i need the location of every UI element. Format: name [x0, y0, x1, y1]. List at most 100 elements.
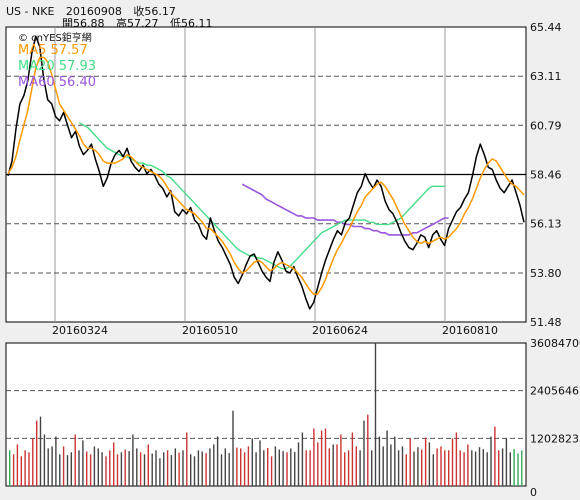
volume-bar: [336, 444, 338, 486]
volume-bar: [224, 448, 226, 486]
volume-bar: [97, 448, 99, 486]
volume-bar: [170, 455, 173, 486]
volume-bar: [390, 444, 392, 486]
volume-bar: [424, 437, 427, 486]
volume-bar: [521, 450, 523, 486]
volume-bar: [190, 454, 192, 486]
volume-bar: [432, 454, 434, 486]
volume-tick-label: 36084700: [530, 337, 580, 350]
volume-bar: [363, 420, 365, 486]
volume-bar: [62, 446, 65, 486]
volume-bar: [436, 448, 438, 486]
volume-bar: [355, 446, 357, 486]
y-tick-label: 56.13: [530, 218, 562, 231]
volume-bar: [513, 449, 515, 486]
y-tick-label: 63.11: [530, 70, 562, 83]
volume-bar: [186, 432, 188, 486]
volume-bar: [120, 452, 123, 486]
volume-bar: [124, 449, 126, 486]
volume-bar: [448, 450, 450, 486]
volume-bar: [324, 428, 327, 486]
close-price-label: 收56.17: [133, 5, 176, 18]
volume-bar: [113, 442, 115, 486]
symbol-label: US - NKE: [6, 5, 55, 18]
volume-bar: [328, 448, 330, 486]
volume-bar: [59, 454, 61, 486]
volume-bar: [93, 446, 96, 486]
volume-tick-label: 24056467: [530, 385, 580, 398]
volume-bar: [494, 426, 496, 486]
legend-ma20: MA20 57.93: [18, 59, 96, 74]
legend: MA5 57.57 MA20 57.93 MA60 56.40: [18, 43, 96, 91]
volume-bar: [386, 430, 388, 486]
volume-bar: [482, 449, 484, 486]
volume-bar: [139, 452, 142, 486]
volume-bar: [374, 343, 377, 486]
volume-bar: [259, 440, 261, 486]
volume-bar: [51, 446, 53, 486]
volume-bar: [78, 450, 80, 486]
volume-bar: [459, 450, 461, 486]
x-tick-label: 20160324: [52, 324, 108, 337]
volume-bar: [332, 444, 334, 486]
volume-bar: [317, 442, 319, 486]
volume-bar: [105, 456, 107, 486]
volume-bar: [143, 454, 146, 486]
y-tick-label: 53.80: [530, 267, 562, 280]
volume-bar: [301, 432, 304, 486]
volume-bar: [213, 444, 215, 486]
volume-panel: 36084700 24056467 12028233 0: [5, 337, 580, 499]
volume-bar: [255, 452, 257, 486]
legend-ma5: MA5 57.57: [18, 43, 88, 58]
volume-bar: [297, 442, 300, 486]
volume-bar: [70, 452, 72, 486]
volume-bar: [313, 428, 315, 486]
volume-bar: [39, 416, 42, 486]
volume-bar: [405, 454, 407, 486]
volume-bar: [467, 444, 469, 486]
volume-bar: [498, 450, 500, 486]
volume-bar: [147, 444, 149, 486]
volume-bar: [421, 449, 423, 486]
volume-bar: [32, 438, 34, 486]
volume-bar: [12, 454, 15, 486]
volume-bar: [274, 446, 277, 486]
volume-bar: [247, 446, 250, 486]
volume-bar: [463, 452, 465, 486]
volume-bar: [193, 456, 196, 486]
volume-bar: [474, 451, 477, 486]
series-line-close: [7, 35, 525, 310]
volume-bar: [382, 446, 384, 486]
volume-tick-label: 12028233: [530, 432, 580, 445]
volume-bar: [305, 450, 307, 486]
volume-bar: [74, 434, 76, 486]
volume-bar: [86, 451, 88, 486]
volume-bar: [351, 432, 354, 486]
series-line-ma20: [79, 122, 445, 270]
x-tick-label: 20160810: [442, 324, 498, 337]
volume-bar: [263, 450, 265, 486]
x-tick-label: 20160510: [182, 324, 238, 337]
volume-bar: [270, 456, 273, 486]
volume-bar: [505, 438, 508, 486]
volume-bar: [209, 448, 211, 486]
volume-bar: [401, 446, 404, 486]
volume-bar: [174, 448, 176, 486]
volume-bar: [320, 430, 323, 486]
volume-bar: [340, 434, 342, 486]
volume-bar: [116, 454, 119, 486]
volume-bar: [109, 450, 111, 486]
volume-bar: [236, 447, 238, 486]
volume-bar: [166, 450, 169, 486]
volume-bar: [243, 452, 246, 486]
volume-bar: [128, 451, 130, 486]
volume-bar: [509, 452, 511, 486]
volume-bar: [159, 458, 161, 486]
volume-bar: [28, 452, 30, 486]
volume-bar: [251, 438, 253, 486]
volume-bar: [359, 450, 361, 486]
volume-bar: [440, 446, 442, 486]
volume-plot-area: [5, 342, 527, 487]
volume-bar: [89, 454, 92, 486]
volume-bar: [205, 453, 207, 486]
